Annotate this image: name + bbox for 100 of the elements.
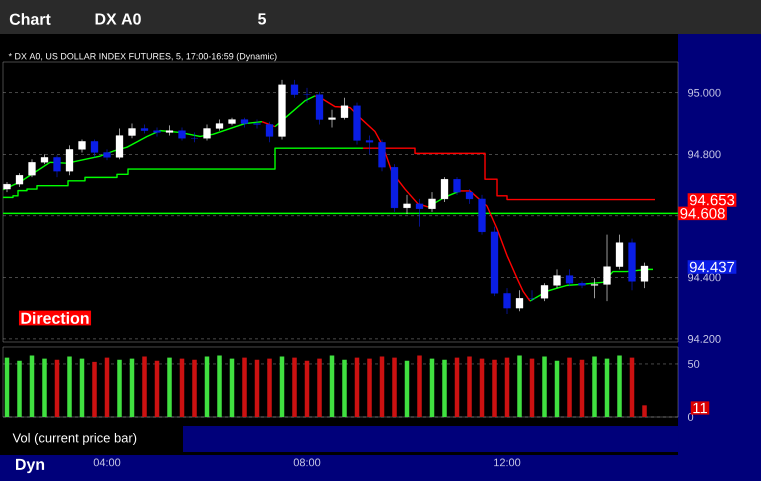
candlestick <box>166 125 174 136</box>
candlestick <box>90 139 98 158</box>
candlestick <box>328 109 336 128</box>
bar <box>42 358 47 417</box>
candlestick <box>128 123 136 139</box>
x-tick-label: 12:00 <box>494 458 520 466</box>
text: Vol (current price bar) <box>12 432 136 446</box>
bar <box>54 360 60 417</box>
y-tick-label: 50 <box>688 360 700 368</box>
bar <box>642 405 647 417</box>
candlestick <box>540 282 548 302</box>
text: Chart <box>10 13 51 25</box>
y-tick-label: 94.400 <box>688 274 721 282</box>
bar <box>354 358 360 417</box>
candlestick <box>116 128 124 160</box>
bar <box>217 355 222 417</box>
candlestick <box>103 149 111 160</box>
text: 94.653 <box>690 194 734 206</box>
bar <box>630 358 634 417</box>
annotation: Direction <box>22 312 89 324</box>
x-tick-label: 04:00 <box>94 458 120 466</box>
bar <box>492 360 497 417</box>
bar <box>17 360 22 417</box>
candlestick <box>66 145 74 176</box>
bar <box>517 355 522 417</box>
candlestick <box>366 135 374 155</box>
bar <box>130 358 134 417</box>
bar <box>480 358 484 417</box>
candlestick <box>428 192 436 212</box>
bar <box>180 358 184 417</box>
bar <box>292 358 297 417</box>
bar <box>142 356 147 417</box>
bar <box>67 356 72 417</box>
candlestick <box>528 290 536 302</box>
bar <box>367 358 372 417</box>
candlestick <box>340 97 348 120</box>
candlestick <box>590 278 598 299</box>
ref-line-label: 94.608 <box>680 208 725 219</box>
text: 5 <box>258 13 266 25</box>
y-tick-label: 94.200 <box>688 335 721 343</box>
candlestick <box>16 172 24 188</box>
bar <box>167 358 172 417</box>
candlestick <box>578 281 586 288</box>
bar <box>117 360 122 417</box>
candlestick <box>153 127 161 137</box>
text: DX A0 <box>96 13 141 25</box>
candlestick <box>253 119 261 129</box>
bar <box>104 358 110 417</box>
bar <box>254 360 260 417</box>
bar <box>80 358 84 417</box>
bar <box>330 355 334 417</box>
bar <box>504 358 510 417</box>
candlestick <box>216 119 224 131</box>
candlestick <box>240 117 248 128</box>
bar <box>442 360 447 417</box>
text: 11 <box>693 402 708 414</box>
bar <box>392 358 397 417</box>
candlestick <box>466 188 474 204</box>
bar <box>92 362 97 417</box>
candlestick <box>140 124 148 134</box>
bar <box>417 355 422 417</box>
candlestick <box>303 88 311 103</box>
candlestick <box>3 182 11 192</box>
candlestick <box>640 262 648 288</box>
chart-title: * DX A0, US DOLLAR INDEX FUTURES, 5, 17:00-16:59 (Dynamic) <box>8 52 277 62</box>
candlestick <box>566 269 574 287</box>
candlestick <box>190 132 198 143</box>
candlestick <box>553 269 561 288</box>
bar <box>380 356 384 417</box>
bar <box>592 356 597 417</box>
candlestick <box>516 290 524 312</box>
bar <box>230 358 234 417</box>
candlestick <box>603 234 611 302</box>
candlestick <box>178 127 186 141</box>
bar <box>617 355 622 417</box>
bar <box>580 360 584 417</box>
candlestick <box>290 80 298 98</box>
y-tick-label: 95.000 <box>688 88 721 97</box>
x-tick-label: 08:00 <box>294 458 320 466</box>
bar <box>342 360 347 417</box>
candlestick <box>203 124 211 141</box>
text: Dyn <box>16 458 44 474</box>
candlestick <box>453 176 461 196</box>
candlestick <box>403 194 411 214</box>
bar <box>154 360 160 417</box>
candlestick <box>53 154 61 178</box>
bar <box>4 358 10 417</box>
line-series <box>2 120 263 190</box>
bar <box>467 356 472 417</box>
bar <box>267 358 272 417</box>
bar <box>30 355 34 417</box>
bar <box>530 358 534 417</box>
bar <box>280 356 284 417</box>
bar <box>542 356 547 417</box>
bar <box>567 358 572 417</box>
y-tick-label: 94.800 <box>688 150 721 158</box>
bar <box>454 358 460 417</box>
bar <box>204 356 210 417</box>
bar <box>317 358 322 417</box>
candlestick <box>616 234 624 270</box>
